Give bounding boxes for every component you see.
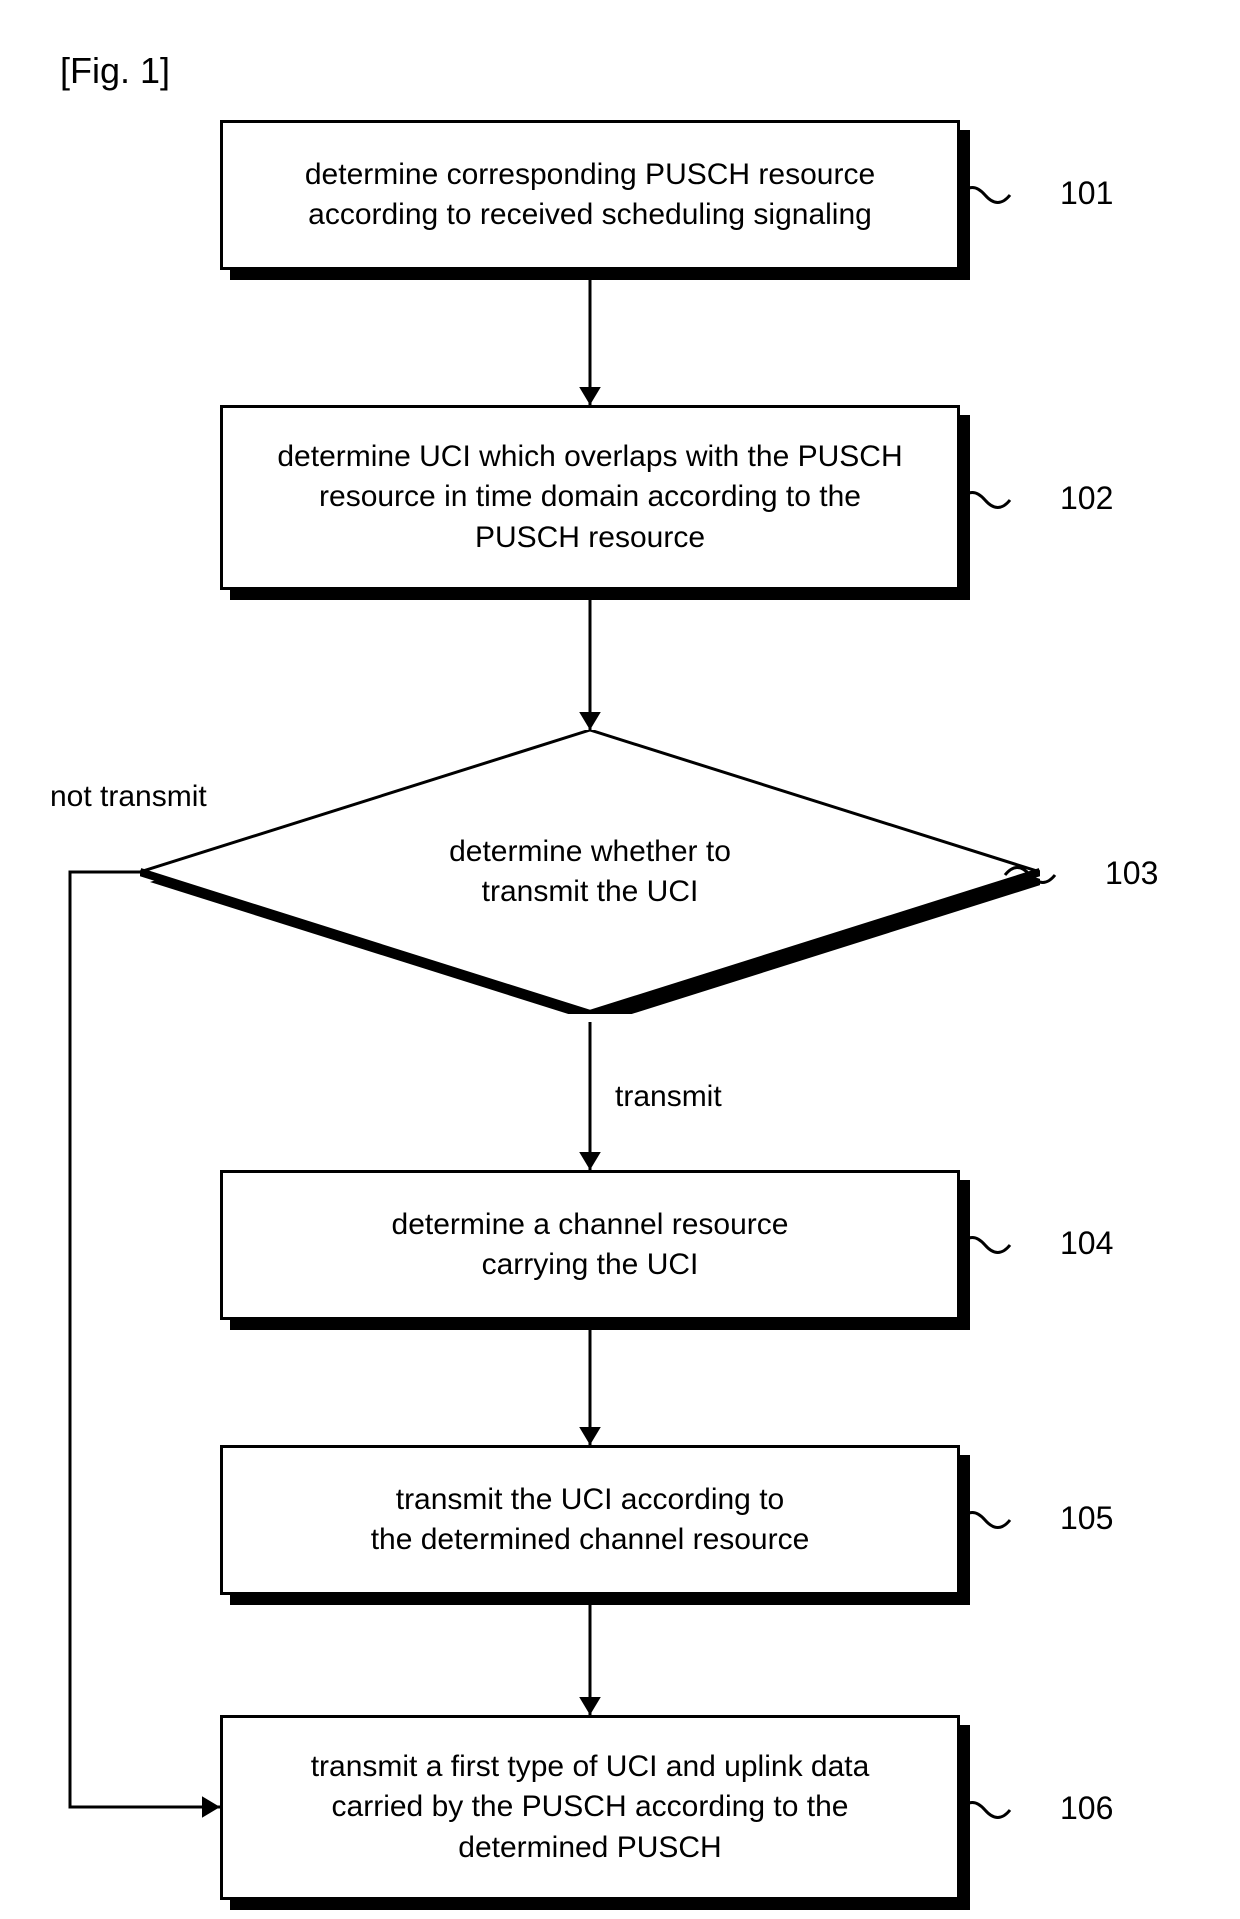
step-number-106: 106 xyxy=(1060,1790,1113,1827)
edge-label-e6: not transmit xyxy=(50,780,207,814)
edge-e6 xyxy=(45,847,245,1832)
edge-e2 xyxy=(565,575,615,755)
edge-e1 xyxy=(565,255,615,430)
flow-step-106: transmit a first type of UCI and uplink … xyxy=(220,1715,960,1900)
step-number-103: 103 xyxy=(1105,855,1158,892)
decision-text: determine whether totransmit the UCI xyxy=(140,730,1040,1014)
flow-decision-103: determine whether totransmit the UCI xyxy=(140,730,1040,1014)
flow-step-101: determine corresponding PUSCH resourceac… xyxy=(220,120,960,270)
step-number-102: 102 xyxy=(1060,480,1113,517)
step-number-104: 104 xyxy=(1060,1225,1113,1262)
tilde-connector xyxy=(960,1790,1010,1830)
edge-e3 xyxy=(565,997,615,1195)
flow-step-102: determine UCI which overlaps with the PU… xyxy=(220,405,960,590)
step-number-105: 105 xyxy=(1060,1500,1113,1537)
tilde-connector xyxy=(960,480,1010,520)
edge-label-e3: transmit xyxy=(615,1080,722,1114)
tilde-connector xyxy=(960,1225,1010,1265)
edge-e4 xyxy=(565,1305,615,1470)
tilde-connector xyxy=(960,175,1010,215)
tilde-connector xyxy=(960,1500,1010,1540)
step-number-101: 101 xyxy=(1060,175,1113,212)
edge-e5 xyxy=(565,1580,615,1740)
figure-label: [Fig. 1] xyxy=(60,50,170,92)
tilde-connector xyxy=(1005,855,1055,895)
